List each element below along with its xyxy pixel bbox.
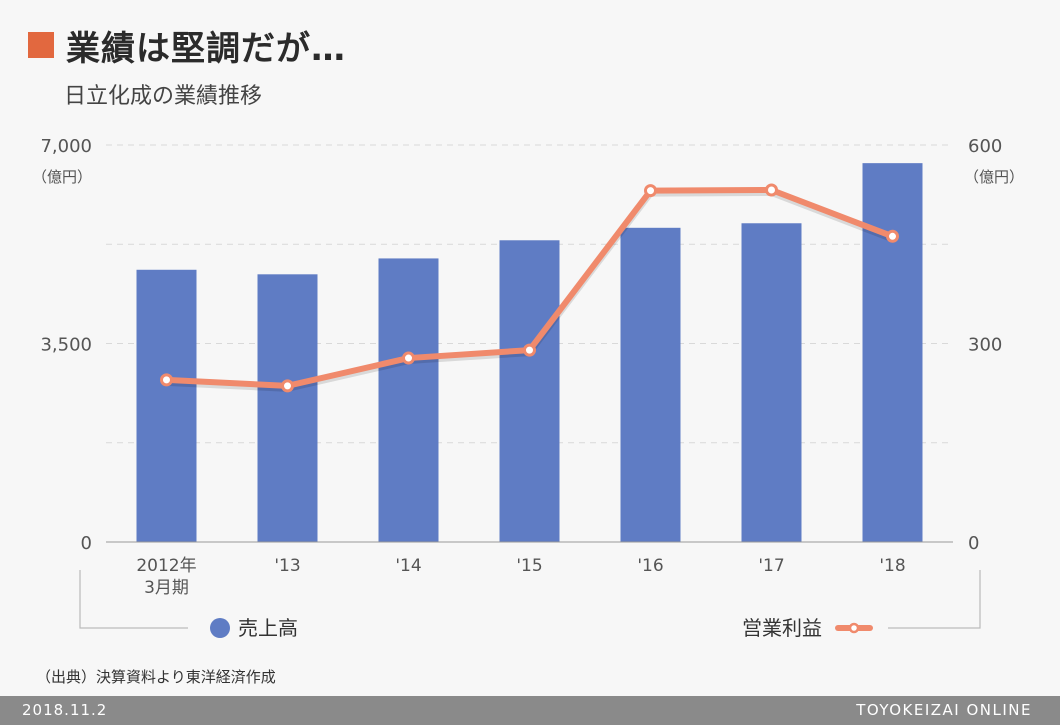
line-point-1 — [281, 379, 294, 393]
right-tick-label: 600 — [968, 136, 1002, 157]
x-tick-label: '18 — [879, 556, 905, 576]
footer-brand: TOYOKEIZAI ONLINE — [856, 701, 1032, 719]
x-tick-label: '14 — [395, 556, 421, 576]
chart-title: 業績は堅調だが… — [66, 28, 346, 69]
x-tick-label: 2012年 3月期 — [136, 556, 196, 598]
combo-chart: 0 3,500 7,000 （億円） 0 300 600 （億円） 2012年 3月期 '13 '14… — [32, 136, 1024, 640]
footer-date: 2018.11.2 — [22, 701, 108, 719]
legend-bar-label: 売上高 — [238, 616, 298, 640]
legend-bracket-left — [79, 570, 188, 629]
x-tick-label: '16 — [637, 556, 663, 576]
legend-line-label: 営業利益 — [742, 616, 822, 640]
bar-2 — [378, 258, 439, 542]
line-point-5 — [765, 183, 778, 197]
bar-4 — [620, 227, 681, 542]
chart-title-row: 業績は堅調だが… — [28, 22, 346, 69]
bar-6 — [862, 163, 923, 543]
line-point-3 — [523, 343, 536, 357]
source-note: （出典）決算資料より東洋経済作成 — [36, 668, 276, 686]
left-tick-label: 7,000 — [40, 136, 92, 157]
bar-3 — [499, 240, 560, 542]
bar-1 — [257, 274, 318, 542]
x-tick-label: '13 — [274, 556, 300, 576]
chart-subtitle: 日立化成の業績推移 — [64, 84, 263, 109]
right-tick-label: 300 — [968, 335, 1002, 356]
legend-bar-swatch — [210, 618, 230, 638]
bar-0 — [136, 269, 197, 542]
x-tick-label: '15 — [516, 556, 542, 576]
legend-line-marker — [848, 622, 860, 634]
legend-bracket-right — [888, 570, 981, 629]
footer-bar: 2018.11.2 TOYOKEIZAI ONLINE — [0, 696, 1060, 725]
line-point-4 — [644, 184, 657, 198]
title-marker — [28, 32, 54, 58]
left-tick-label: 3,500 — [40, 335, 92, 356]
line-point-2 — [402, 351, 415, 365]
line-point-6 — [886, 229, 899, 243]
left-tick-label: 0 — [81, 533, 92, 554]
line-point-0 — [160, 373, 173, 387]
x-tick-label: '17 — [758, 556, 784, 576]
right-axis-unit: （億円） — [964, 168, 1024, 186]
right-tick-label: 0 — [968, 533, 979, 554]
left-axis-unit: （億円） — [32, 168, 92, 186]
bar-5 — [741, 223, 802, 542]
